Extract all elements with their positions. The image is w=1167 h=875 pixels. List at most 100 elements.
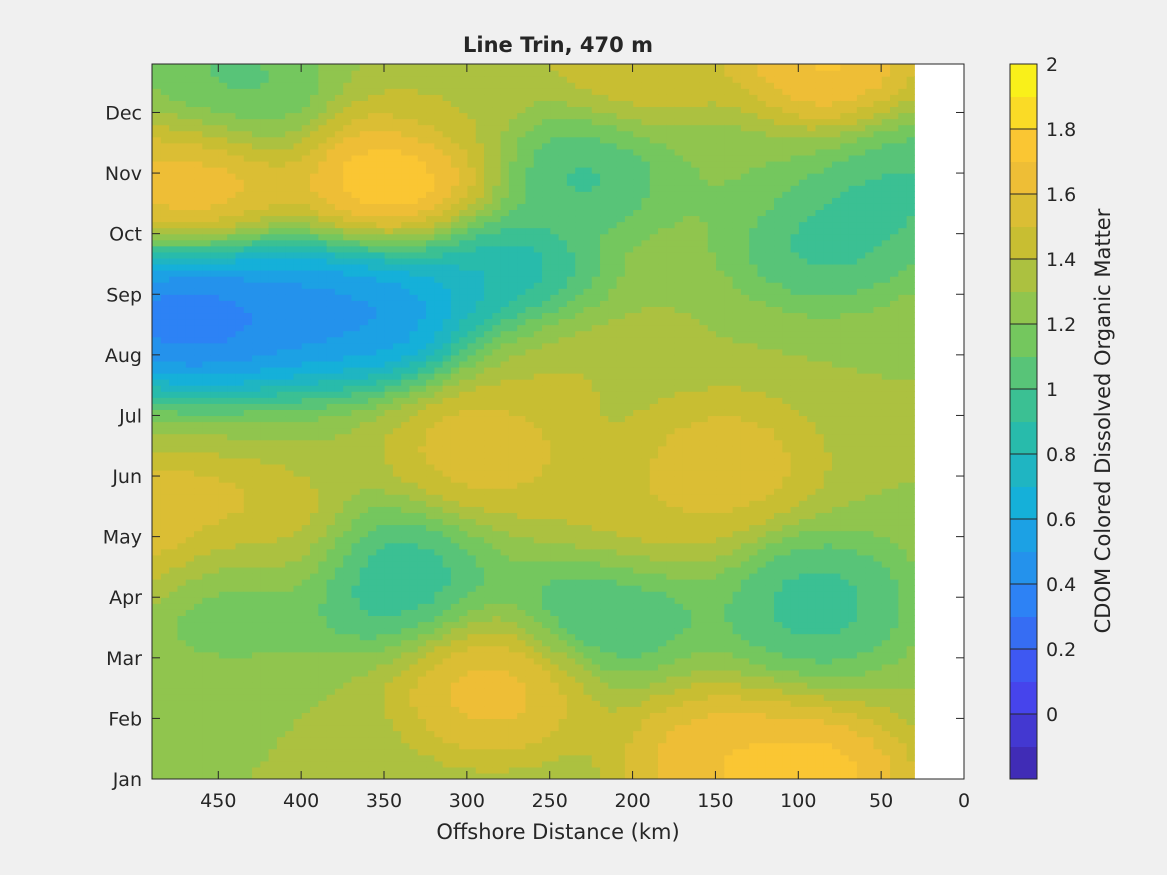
heatmap-cell bbox=[566, 342, 576, 350]
heatmap-cell bbox=[599, 245, 609, 253]
heatmap-cell bbox=[723, 191, 733, 198]
heatmap-cell bbox=[748, 100, 758, 108]
heatmap-cell bbox=[574, 391, 584, 398]
heatmap-cell bbox=[864, 633, 874, 641]
heatmap-cell bbox=[848, 227, 857, 235]
heatmap-cell bbox=[798, 730, 808, 738]
heatmap-cell bbox=[823, 712, 833, 720]
heatmap-cell bbox=[649, 748, 659, 756]
heatmap-cell bbox=[574, 748, 584, 756]
heatmap-cell bbox=[848, 651, 857, 659]
heatmap-cells bbox=[152, 64, 915, 779]
heatmap-cell bbox=[640, 772, 650, 779]
heatmap-cell bbox=[665, 766, 675, 774]
heatmap-cell bbox=[665, 645, 675, 653]
heatmap-cell bbox=[872, 366, 882, 374]
heatmap-cell bbox=[616, 215, 625, 223]
heatmap-cell bbox=[823, 742, 833, 750]
heatmap-cell bbox=[806, 300, 816, 307]
heatmap-cell bbox=[897, 760, 907, 768]
heatmap-cell bbox=[872, 506, 882, 513]
heatmap-cell bbox=[624, 421, 634, 429]
heatmap-cell bbox=[765, 318, 775, 326]
heatmap-cell bbox=[732, 536, 741, 544]
heatmap-cell bbox=[781, 488, 791, 495]
heatmap-cell bbox=[889, 148, 899, 156]
heatmap-cell bbox=[756, 427, 766, 435]
heatmap-cell bbox=[814, 197, 824, 204]
heatmap-cell bbox=[823, 621, 833, 629]
heatmap-cell bbox=[740, 512, 750, 520]
heatmap-cell bbox=[624, 585, 634, 592]
heatmap-cell bbox=[624, 82, 634, 89]
heatmap-cell bbox=[889, 324, 899, 332]
heatmap-cell bbox=[649, 548, 659, 556]
heatmap-cell bbox=[856, 718, 866, 726]
heatmap-cell bbox=[864, 100, 874, 108]
heatmap-cell bbox=[582, 566, 592, 574]
heatmap-cell bbox=[864, 130, 874, 138]
heatmap-cell bbox=[674, 276, 683, 283]
heatmap-cell bbox=[715, 257, 725, 265]
heatmap-cell bbox=[740, 306, 750, 314]
heatmap-cell bbox=[566, 263, 576, 271]
heatmap-cell bbox=[864, 342, 874, 350]
heatmap-cell bbox=[599, 512, 609, 520]
heatmap-cell bbox=[574, 415, 584, 423]
heatmap-cell bbox=[682, 245, 692, 253]
heatmap-cell bbox=[732, 82, 741, 89]
heatmap-cell bbox=[872, 675, 882, 683]
heatmap-cell bbox=[756, 621, 766, 629]
heatmap-cell bbox=[732, 439, 741, 447]
heatmap-cell bbox=[665, 597, 675, 604]
heatmap-cell bbox=[773, 366, 783, 374]
heatmap-cell bbox=[806, 724, 816, 732]
heatmap-cell bbox=[906, 579, 915, 586]
heatmap-cell bbox=[723, 742, 733, 750]
heatmap-cell bbox=[839, 597, 849, 604]
heatmap-cell bbox=[806, 621, 816, 629]
heatmap-cell bbox=[798, 512, 808, 520]
heatmap-cell bbox=[707, 506, 717, 513]
heatmap-cell bbox=[723, 100, 733, 108]
heatmap-cell bbox=[814, 160, 824, 168]
heatmap-cell bbox=[806, 282, 816, 289]
heatmap-cell bbox=[839, 766, 849, 774]
heatmap-cell bbox=[657, 227, 667, 235]
heatmap-cell bbox=[831, 167, 841, 174]
heatmap-cell bbox=[773, 609, 783, 616]
heatmap-cell bbox=[748, 615, 758, 623]
heatmap-cell bbox=[665, 724, 675, 732]
heatmap-cell bbox=[632, 336, 642, 344]
heatmap-cell bbox=[831, 579, 841, 586]
heatmap-cell bbox=[889, 142, 899, 150]
heatmap-cell bbox=[872, 130, 882, 138]
heatmap-cell bbox=[897, 494, 907, 501]
heatmap-cell bbox=[848, 730, 857, 738]
heatmap-cell bbox=[599, 324, 609, 332]
heatmap-cell bbox=[897, 730, 907, 738]
heatmap-cell bbox=[715, 379, 725, 386]
heatmap-cell bbox=[823, 518, 833, 526]
heatmap-cell bbox=[748, 675, 758, 683]
heatmap-cell bbox=[607, 694, 617, 701]
heatmap-cell bbox=[690, 615, 700, 623]
heatmap-cell bbox=[906, 657, 915, 665]
heatmap-cell bbox=[906, 663, 915, 671]
heatmap-cell bbox=[616, 257, 625, 265]
heatmap-cell bbox=[607, 167, 617, 174]
heatmap-cell bbox=[591, 227, 601, 235]
heatmap-cell bbox=[732, 597, 741, 604]
heatmap-cell bbox=[823, 542, 833, 550]
heatmap-cell bbox=[690, 203, 700, 211]
heatmap-cell bbox=[657, 373, 667, 380]
heatmap-cell bbox=[616, 270, 625, 277]
heatmap-cell bbox=[773, 591, 783, 598]
heatmap-cell bbox=[773, 318, 783, 326]
heatmap-cell bbox=[897, 215, 907, 223]
heatmap-cell bbox=[814, 300, 824, 307]
heatmap-cell bbox=[864, 500, 874, 507]
heatmap-cell bbox=[649, 718, 659, 726]
heatmap-cell bbox=[881, 276, 891, 283]
